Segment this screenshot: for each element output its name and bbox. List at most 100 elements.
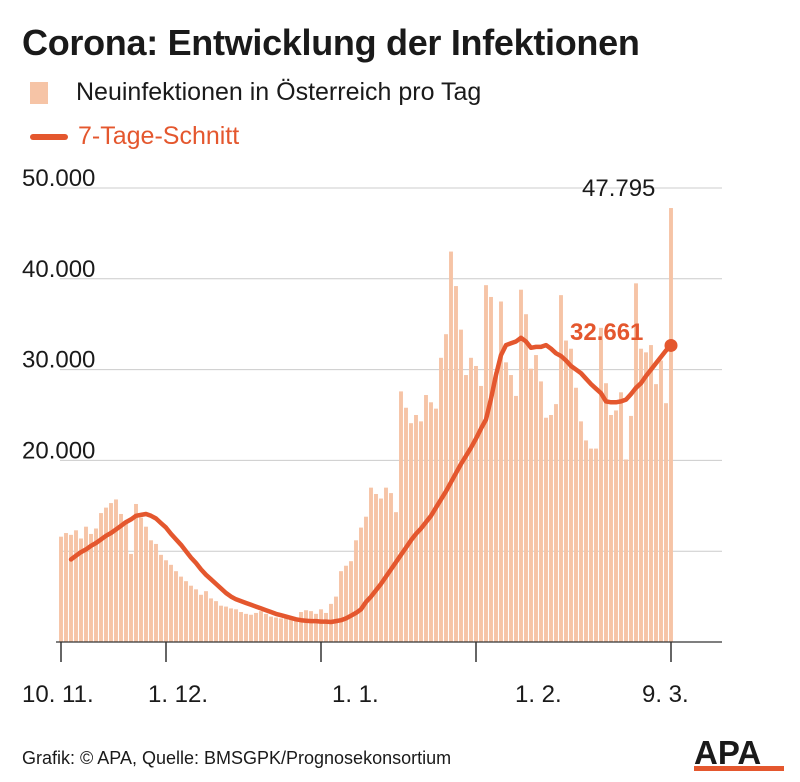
bar [524, 314, 528, 642]
bar [299, 612, 303, 642]
bar [269, 616, 273, 642]
bar [139, 517, 143, 642]
bar [374, 493, 378, 642]
bar [619, 392, 623, 642]
bar [89, 533, 93, 642]
bar [434, 408, 438, 642]
bar [219, 605, 223, 642]
bar [519, 289, 523, 642]
x-tick-label: 1. 2. [515, 681, 562, 708]
y-tick-label: 20.000 [22, 437, 95, 464]
bar [129, 553, 133, 642]
bar [649, 345, 653, 642]
bar [659, 360, 663, 642]
bar [189, 585, 193, 642]
apa-logo-bar [694, 766, 784, 771]
bar [284, 616, 288, 642]
legend-label-line: 7-Tage-Schnitt [78, 122, 240, 150]
bar [234, 609, 238, 642]
bar [449, 251, 453, 642]
bar [64, 533, 68, 642]
bar [254, 612, 258, 642]
bar [349, 561, 353, 642]
bar [454, 286, 458, 642]
x-tick-label: 10. 11. [22, 681, 94, 708]
bar [94, 528, 98, 642]
bar [369, 487, 373, 642]
bar [559, 295, 563, 642]
bar [134, 503, 138, 642]
bar [214, 601, 218, 642]
bar [104, 507, 108, 642]
bar [174, 571, 178, 642]
bar [109, 503, 113, 642]
bar [144, 526, 148, 642]
bar [394, 512, 398, 642]
bar [589, 448, 593, 642]
bar [379, 498, 383, 642]
bar [309, 611, 313, 642]
bar [314, 613, 318, 642]
bar [464, 375, 468, 642]
bar [359, 527, 363, 642]
bar [74, 530, 78, 642]
bar [124, 522, 128, 642]
legend-item-bars: Neuinfektionen in Österreich pro Tag [30, 78, 481, 107]
bar [84, 526, 88, 642]
bar [479, 385, 483, 642]
bar [259, 611, 263, 642]
avg-line [68, 335, 674, 625]
last-bar-value-label: 47.795 [582, 175, 655, 202]
bar [184, 581, 188, 642]
bar [229, 608, 233, 642]
bar [644, 352, 648, 642]
bar [249, 614, 253, 642]
bar [459, 329, 463, 642]
bar [544, 417, 548, 642]
bar [504, 362, 508, 642]
bar [624, 459, 628, 642]
x-tick-label: 9. 3. [642, 681, 689, 708]
last-avg-value-label: 32.661 [570, 319, 643, 346]
bar [79, 538, 83, 642]
bar [484, 285, 488, 642]
x-tick-label: 1. 12. [148, 681, 208, 708]
bar [324, 612, 328, 642]
bar [494, 372, 498, 642]
bar [294, 620, 298, 642]
bar [654, 384, 658, 642]
bar [114, 499, 118, 642]
bar [429, 402, 433, 642]
legend-swatch-line [30, 133, 68, 140]
bar [339, 571, 343, 642]
bar [69, 534, 73, 642]
bar [289, 617, 293, 642]
bar [639, 348, 643, 642]
bar [354, 540, 358, 642]
bar [154, 543, 158, 642]
bar [344, 565, 348, 642]
bar [319, 609, 323, 642]
source-credit: Grafik: © APA, Quelle: BMSGPK/Prognoseko… [22, 748, 452, 768]
bar [509, 375, 513, 642]
bar [209, 598, 213, 642]
y-tick-label: 50.000 [22, 165, 95, 192]
x-tick-label: 1. 1. [332, 681, 379, 708]
bar [584, 440, 588, 642]
bar [199, 594, 203, 642]
bar [409, 423, 413, 642]
bar [194, 589, 198, 642]
bar [474, 365, 478, 642]
bar [609, 415, 613, 642]
bar [664, 403, 668, 642]
bar [579, 421, 583, 642]
bar [669, 208, 673, 642]
bar [404, 407, 408, 642]
avg-end-dot [664, 338, 678, 352]
bar [149, 540, 153, 642]
bar [529, 368, 533, 642]
bar [99, 513, 103, 642]
bar [384, 487, 388, 642]
apa-logo-text: APA [694, 736, 761, 771]
